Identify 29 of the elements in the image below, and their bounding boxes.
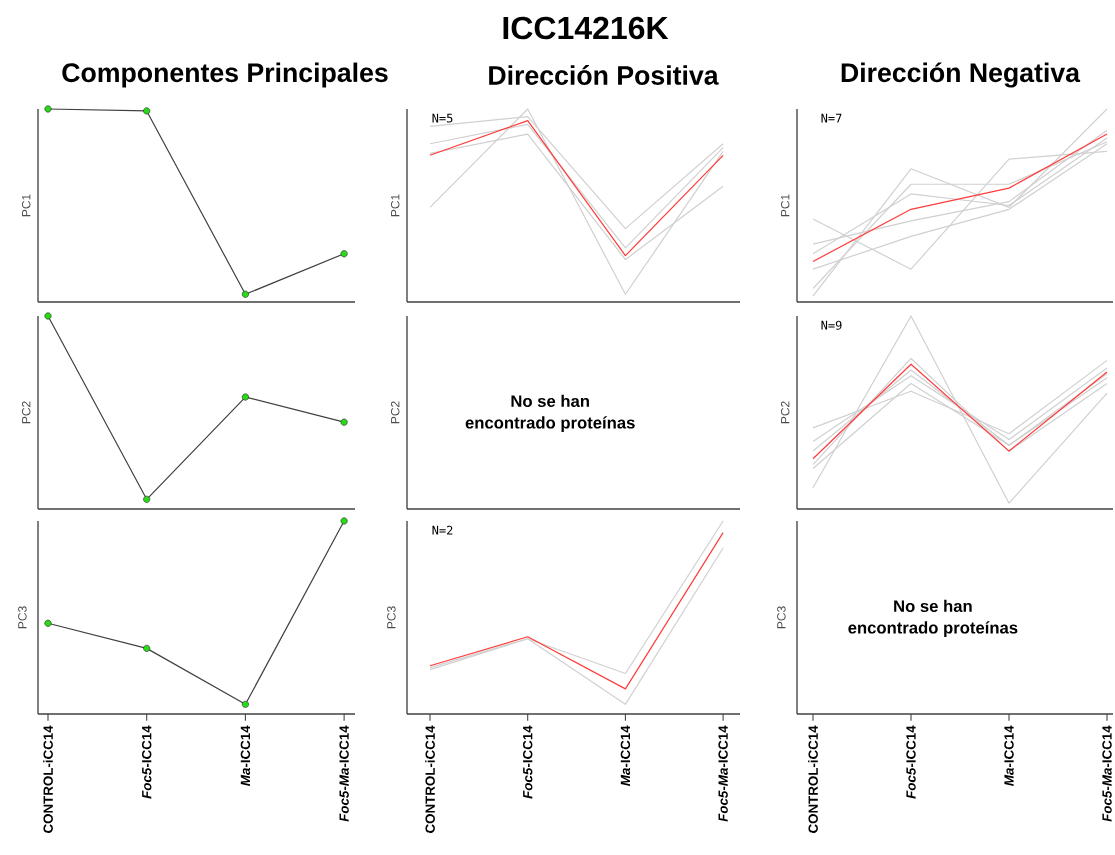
x-tick-label: Foc5-ICC14	[522, 725, 533, 799]
y-axis-title: PC3	[387, 606, 396, 629]
text: No se han	[894, 599, 972, 613]
text: No se han	[511, 394, 589, 408]
chart-title: ICC14216K	[503, 16, 669, 40]
text: encontrado proteínas	[465, 416, 635, 432]
y-axis-title: PC1	[780, 194, 790, 217]
annotation: N=7	[821, 113, 842, 123]
annotation: N=2	[432, 525, 453, 535]
chart-subtitle: Dirección Positiva	[489, 65, 719, 85]
chart-title: Componentes Principales	[62, 62, 388, 88]
x-tick-label: Ma-ICC14	[620, 725, 631, 786]
y-axis-title: PC2	[21, 401, 31, 424]
text: PC2	[390, 401, 400, 424]
x-tick-label: CONTROL-iCC14	[425, 725, 435, 833]
x-tick-label: CONTROL-iCC14	[43, 725, 53, 833]
x-tick-label: Ma-ICC14	[240, 725, 251, 786]
y-axis-title: PC1	[21, 194, 31, 217]
text: encontrado proteínas	[848, 621, 1018, 637]
y-axis-title: PC2	[780, 401, 790, 424]
text: PC3	[777, 606, 786, 629]
x-tick-label: Foc5-ICC14	[141, 725, 152, 799]
chart-title: Dirección Negativa	[841, 62, 1081, 88]
annotation: N=9	[821, 320, 842, 330]
y-axis-title: PC3	[18, 606, 27, 629]
x-tick-label: Foc5-Ma-ICC14	[718, 725, 728, 822]
annotation: N=5	[432, 113, 453, 123]
y-axis-title: PC1	[390, 194, 400, 217]
x-tick-label: Foc5-Ma-ICC14	[339, 725, 349, 822]
